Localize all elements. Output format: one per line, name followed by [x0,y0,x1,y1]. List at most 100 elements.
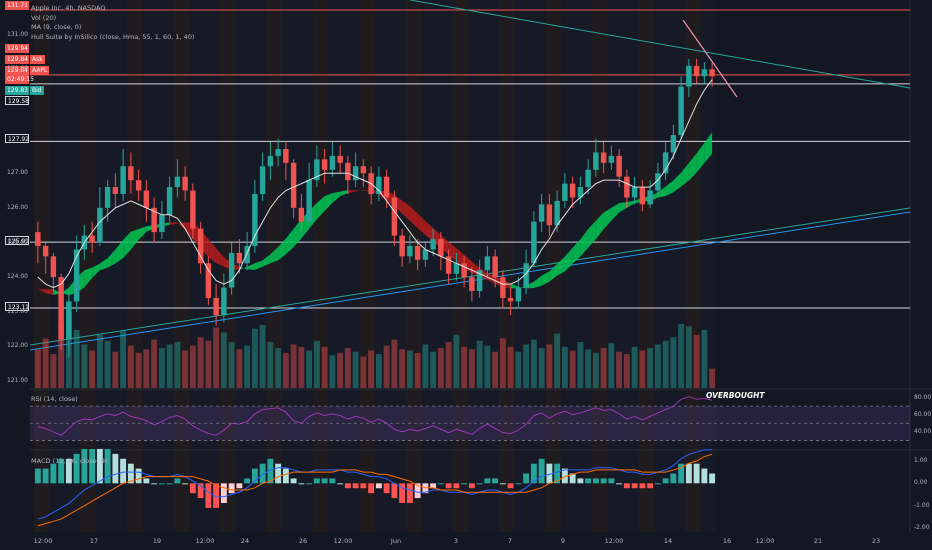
hull-band-segment [45,289,54,295]
price-axis-tick: 127.00 [7,169,28,177]
macd-histogram-bar [220,483,227,503]
candle-body [120,166,126,194]
session-band [576,0,592,532]
time-axis-tick: 26 [298,537,308,545]
volume-bar [623,354,630,388]
volume-bar [182,350,189,388]
candle-body [624,176,630,198]
volume-bar [577,342,584,388]
volume-bar [399,349,406,388]
hull-band-segment [417,213,426,236]
hull-band-segment [580,229,589,257]
candle-body [593,152,599,170]
candle-body [35,232,41,246]
volume-bar [352,351,359,388]
macd-line [37,449,713,520]
ask-tag: Ask [30,55,45,64]
macd-histogram-bar [445,483,452,489]
macd-histogram-bar [344,483,351,489]
macd-histogram-bar [81,448,88,484]
hull-band-segment [332,191,341,203]
rsi-axis-tick: 60.00 [914,410,932,418]
hull-band-segment [355,190,364,192]
hull-band-segment [673,172,682,193]
hull-band-segment [456,248,465,268]
volume-bar [213,327,220,388]
session-band [390,0,406,532]
hull-band-segment [239,266,248,270]
candle-body [476,270,483,291]
session-band [638,0,654,532]
macd-histogram-bar [89,448,96,484]
macd-histogram-bar [647,483,654,489]
candle-body [507,297,514,302]
macd-histogram-bar [205,483,212,508]
overbought-label: OVERBOUGHT [706,391,765,400]
candle-body [104,187,111,208]
candle-body [608,155,615,163]
volume-bar [484,345,491,388]
macd-histogram-bar [383,483,390,494]
trendline-short [682,19,738,98]
volume-bar [693,334,700,388]
session-band [328,0,344,532]
volume-bar [569,350,576,388]
candle-body [523,263,529,288]
hull-band-segment [603,207,612,230]
hull-band-segment [216,248,224,267]
candle-body [546,204,553,226]
macd-label: MACD (12, 26, close, 9) [31,457,108,465]
candle-body [259,166,266,194]
trendline-support-green [29,207,911,346]
volume-bar [670,337,677,388]
volume-bar [58,321,65,388]
hull-band-segment [665,180,674,197]
hull-band-segment [316,196,325,220]
price-label-2: 129.84 [5,55,29,64]
macd-histogram-bar [352,483,359,489]
macd-histogram-bar [282,468,289,484]
price-label-bid: 129.83 [5,86,29,95]
macd-histogram-bar [197,483,204,499]
macd-histogram-bar [631,483,638,489]
macd-histogram-bar [561,468,568,484]
session-band [80,0,96,532]
volume-bar [104,340,111,388]
candle-body [686,65,692,87]
macd-histogram-bar [577,478,584,484]
legend-symbol: Apple Inc, 4h, NASDAQ [31,4,106,12]
candle-body [298,207,305,222]
candle-body [97,207,103,243]
hull-band-segment [595,212,604,240]
volume-bar [585,349,592,388]
macd-histogram-bar [678,463,685,484]
time-axis-tick: 3 [453,537,459,545]
macd-axis-tick: -1.00 [914,501,930,509]
time-axis-tick: 12:00 [604,537,624,545]
hull-band-segment [130,228,139,250]
macd-histogram-bar [321,478,328,484]
hull-band-segment [37,289,46,294]
candle-body [360,166,367,174]
macd-histogram-bar [306,483,313,485]
session-band [654,0,670,532]
volume-bar [406,350,413,388]
macd-histogram-bar [461,483,468,485]
hull-band-segment [169,222,178,226]
candle-body [662,152,669,174]
hull-band-segment [247,263,255,270]
volume-bar [189,345,196,388]
time-axis-tick: 7 [507,537,513,545]
volume-bar [313,340,320,388]
macd-histogram-bar [298,483,305,485]
volume-bar [73,329,80,388]
time-axis-tick: 24 [240,537,250,545]
hull-band-segment [611,203,620,221]
trendline-upper [409,0,911,89]
session-band [623,0,639,532]
macd-histogram-bar [120,458,127,484]
macd-histogram-bar [492,478,499,484]
macd-histogram-bar [499,483,506,485]
macd-axis-tick: 1.00 [914,457,928,464]
